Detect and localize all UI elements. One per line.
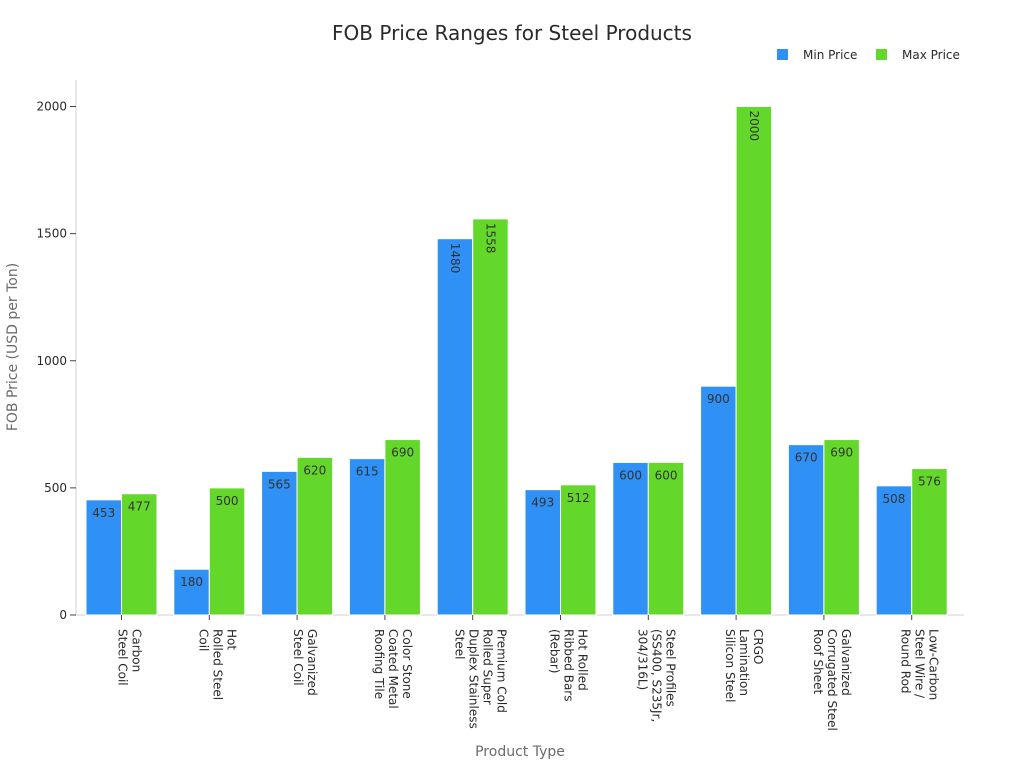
legend-label[interactable]: Min Price [803,48,857,62]
bar-min-price[interactable] [700,385,737,616]
x-axis-title: Product Type [475,744,565,760]
category-label: Hot Rolled [576,629,590,691]
bar-min-price[interactable] [875,485,913,616]
bar-min-price[interactable] [612,461,649,616]
legend-swatch[interactable] [876,49,887,60]
y-tick-label: 1000 [36,354,67,368]
category-label: (Rebar) [548,629,562,673]
category-label: 304/316L) [635,629,649,690]
category-label: CRGO [751,629,765,664]
category-label: Roof Sheet [811,629,825,695]
data-label: 900 [707,392,730,406]
bar-max-price[interactable] [208,487,246,616]
bar-min-price[interactable] [348,458,386,616]
bar-max-price[interactable] [911,468,948,616]
bar-min-price[interactable] [787,444,825,616]
data-label: 565 [268,477,291,491]
data-label: 690 [830,446,853,460]
category-label: Galvanized [305,629,319,696]
data-label: 493 [531,496,554,510]
legend-label[interactable]: Max Price [902,48,960,62]
category-label: Rolled Super [481,629,495,705]
category-label: Coil [196,629,210,651]
bar-max-price[interactable] [121,493,158,616]
legend: Min Price Max Price [777,48,960,62]
category-label: Steel Wire / [913,629,927,699]
y-tick-label: 0 [59,608,67,622]
bar-max-price[interactable] [735,106,773,616]
y-tick-label: 1500 [36,227,67,241]
category-label: Color Stone [400,629,414,699]
data-label: 615 [356,465,379,479]
data-label: 180 [180,575,203,589]
category-label: Hot [224,629,238,650]
data-label: 620 [303,463,326,477]
bar-max-price[interactable] [647,461,685,616]
category-label: Round Rod [899,629,913,694]
category-label: Silicon Steel [723,629,737,702]
data-label: 1558 [483,223,497,254]
bar-max-price[interactable] [823,439,860,616]
data-label: 508 [882,492,905,506]
category-label: Low-Carbon [927,629,941,700]
bar-max-price[interactable] [472,218,509,616]
data-label: 2000 [747,111,761,142]
category-label: Lamination [737,629,751,696]
category-label: Steel Profiles [663,629,677,707]
category-label: Carbon [130,629,144,672]
category-label: (SS400, S235Jr, [649,629,663,722]
legend-swatch[interactable] [777,49,788,60]
data-label: 453 [92,506,115,520]
category-label: Coated Metal [386,629,400,709]
y-tick-label: 500 [44,481,67,495]
data-label: 576 [918,475,941,489]
bar-min-price[interactable] [436,238,474,616]
category-label: Duplex Stainless [467,629,481,729]
category-label: Steel Coil [291,629,305,686]
bar-max-price[interactable] [560,484,597,616]
category-label: Galvanized [839,629,853,696]
data-label: 477 [128,500,151,514]
category-label: Premium Cold [495,629,509,713]
data-label: 600 [619,468,642,482]
bar-min-price[interactable] [261,470,298,616]
chart-title: FOB Price Ranges for Steel Products [332,21,692,45]
category-label: Ribbed Bars [562,629,576,702]
category-label: Corrugated Steel [825,629,839,731]
data-label: 670 [795,451,818,465]
category-label: Roofing Tile [372,629,386,699]
bar-max-price[interactable] [384,439,421,616]
category-label: Steel [453,629,467,659]
bars: 453 477 180 500 565 620 615 690 1480 1558 493 512 60… [85,106,948,616]
category-label: Steel Coil [116,629,130,686]
bar-max-price[interactable] [296,456,334,616]
data-label: 600 [655,468,678,482]
data-label: 690 [391,446,414,460]
data-label: 1480 [448,243,462,274]
category-label: Rolled Steel [210,629,224,700]
y-axis-title: FOB Price (USD per Ton) [5,263,21,431]
data-label: 500 [216,494,239,508]
data-label: 512 [567,491,590,505]
y-tick-label: 2000 [36,100,67,114]
